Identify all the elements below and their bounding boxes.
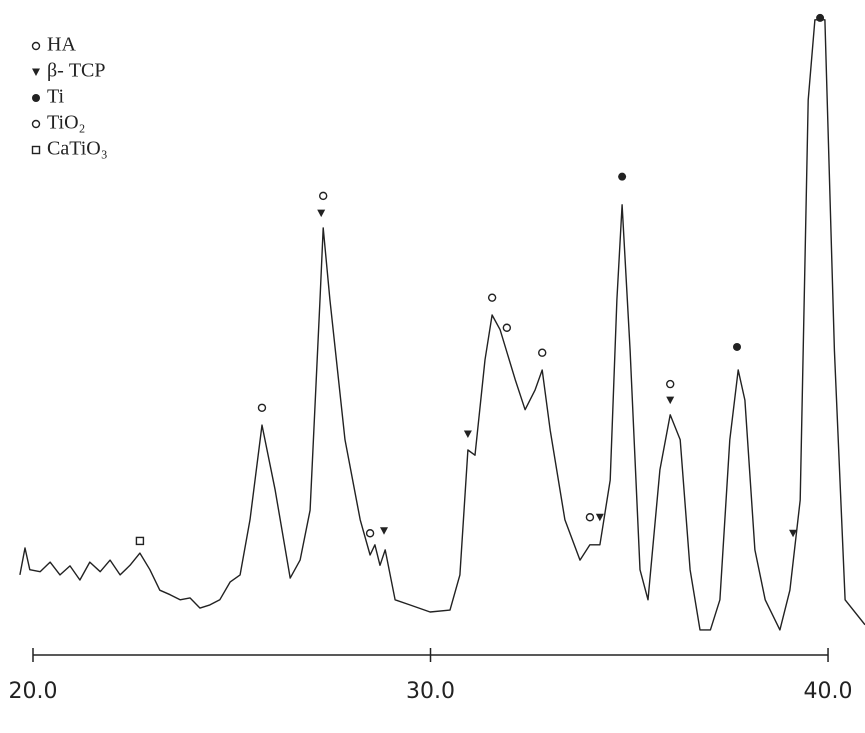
x-tick-label: 40.0 (804, 679, 853, 704)
marker (365, 529, 375, 538)
marker (595, 513, 604, 522)
marker (666, 379, 675, 389)
marker (618, 172, 627, 181)
marker (666, 396, 675, 405)
legend-symbol (31, 145, 41, 155)
marker (257, 403, 267, 412)
legend-symbol (31, 41, 41, 51)
marker (318, 191, 328, 201)
legend-label: CaTiO₃ (47, 138, 108, 160)
marker (317, 209, 326, 218)
x-tick-label: 20.0 (9, 679, 58, 704)
legend-symbol (32, 94, 40, 102)
marker (816, 13, 825, 22)
legend-label: TiO₂ (47, 112, 86, 134)
marker (538, 348, 547, 357)
legend-label: Ti (47, 86, 65, 108)
marker (135, 536, 145, 546)
xrd-line (19, 19, 865, 631)
legend-symbol (32, 68, 40, 76)
marker (732, 342, 741, 351)
legend-label: β- TCP (47, 60, 106, 82)
marker (585, 513, 595, 522)
legend-label: HA (47, 34, 76, 56)
x-tick-label: 30.0 (406, 679, 455, 704)
marker (789, 529, 798, 538)
marker (502, 323, 512, 332)
marker (487, 293, 497, 302)
legend-symbol (31, 119, 41, 129)
marker (380, 527, 389, 535)
marker (463, 430, 472, 439)
